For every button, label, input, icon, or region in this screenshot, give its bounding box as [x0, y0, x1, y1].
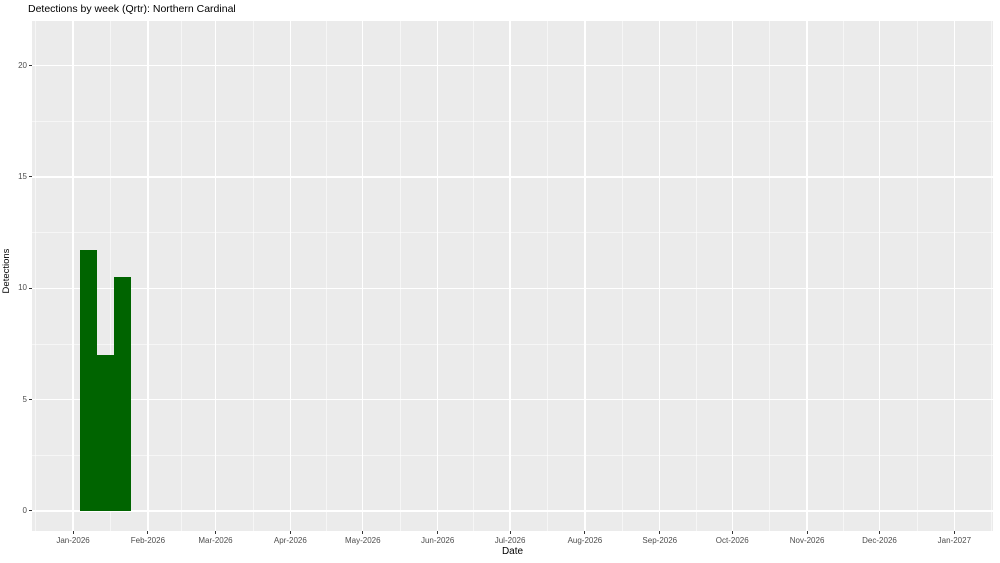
- gridline-x-minor: [695, 21, 697, 531]
- x-tick-label: Apr-2026: [273, 536, 307, 545]
- x-tick-label: Oct-2026: [715, 536, 749, 545]
- gridline-x-minor: [916, 21, 918, 531]
- gridline-y-major: [32, 64, 993, 67]
- gridline-x-major: [436, 21, 439, 531]
- y-tick-mark: [29, 287, 32, 289]
- x-tick-mark: [806, 531, 808, 534]
- x-tick-label: Mar-2026: [198, 536, 233, 545]
- gridline-y-minor: [32, 343, 993, 345]
- gridline-y-minor: [32, 232, 993, 233]
- y-tick-label: 5: [22, 394, 27, 404]
- x-tick-mark: [584, 531, 586, 534]
- x-tick-label: Dec-2026: [862, 536, 897, 545]
- x-tick-mark: [147, 531, 149, 534]
- gridline-x-minor: [252, 21, 254, 531]
- x-tick-label: Jul-2026: [494, 536, 526, 545]
- gridline-x-major: [362, 21, 364, 531]
- y-tick-label: 0: [22, 505, 27, 515]
- y-tick-label: 10: [18, 283, 27, 293]
- gridline-x-minor: [326, 21, 327, 531]
- gridline-x-major: [953, 21, 956, 531]
- x-tick-label: Jan-2026: [56, 536, 90, 545]
- gridline-x-major: [584, 21, 586, 531]
- gridline-x-minor: [181, 21, 183, 531]
- y-axis: 0 5 10 15 20: [0, 21, 32, 531]
- x-tick-label: Jan-2027: [937, 536, 972, 545]
- x-axis: Jan-2026 Feb-2026 Mar-2026 Apr-2026 May-2026…: [32, 531, 993, 557]
- x-tick-mark: [953, 531, 955, 534]
- y-tick-label: 15: [18, 171, 27, 181]
- gridline-y-minor: [32, 120, 993, 122]
- gridline-x-major: [878, 21, 881, 531]
- gridline-x-minor: [473, 21, 475, 531]
- gridline-y-major: [32, 398, 993, 401]
- x-tick-mark: [731, 531, 733, 534]
- y-tick-mark: [29, 510, 32, 512]
- gridline-x-major: [289, 21, 292, 531]
- x-tick-label: Feb-2026: [130, 536, 166, 545]
- gridline-x-major: [731, 21, 733, 531]
- gridline-x-major: [509, 21, 511, 531]
- x-tick-label: Jun-2026: [420, 536, 455, 545]
- x-tick-mark: [509, 531, 511, 534]
- x-tick-mark: [362, 531, 364, 534]
- x-tick-label: Nov-2026: [789, 536, 825, 545]
- gridline-y-major: [32, 176, 993, 178]
- x-tick-mark: [289, 531, 291, 534]
- gridline-x-minor: [769, 21, 771, 531]
- chart-title: Detections by week (Qrtr): Northern Card…: [28, 3, 236, 15]
- plot-panel: [32, 21, 993, 531]
- x-tick-label: Sep-2026: [642, 536, 678, 545]
- x-tick-mark: [215, 531, 216, 534]
- y-tick-mark: [29, 65, 32, 67]
- gridline-y-minor: [32, 454, 993, 456]
- x-tick-mark: [437, 531, 439, 534]
- y-tick-label: 20: [18, 60, 27, 70]
- gridline-x-major: [806, 21, 808, 531]
- x-tick-mark: [879, 531, 880, 534]
- gridline-x-minor: [110, 21, 111, 531]
- y-axis-title: Detections: [1, 248, 12, 294]
- gridline-y-major: [32, 287, 993, 289]
- gridline-x-major: [214, 21, 217, 531]
- bar: [114, 277, 131, 511]
- x-tick-mark: [659, 531, 661, 534]
- gridline-x-major: [72, 21, 74, 531]
- y-tick-mark: [29, 176, 32, 178]
- gridline-x-minor: [621, 21, 623, 531]
- bar: [80, 250, 97, 511]
- y-tick-mark: [29, 399, 32, 401]
- bar: [97, 355, 114, 511]
- gridline-y-major: [32, 510, 993, 512]
- x-tick-label: Aug-2026: [567, 536, 603, 545]
- gridline-x-minor: [399, 21, 401, 531]
- gridline-x-major: [659, 21, 661, 531]
- gridline-x-major: [147, 21, 149, 531]
- x-tick-mark: [72, 531, 74, 534]
- x-tick-label: May-2026: [344, 536, 381, 545]
- x-axis-title: Date: [501, 546, 524, 557]
- gridline-x-minor: [842, 21, 844, 531]
- gridline-x-minor: [35, 21, 37, 531]
- gridline-x-minor: [991, 21, 993, 531]
- gridline-x-minor: [547, 21, 548, 531]
